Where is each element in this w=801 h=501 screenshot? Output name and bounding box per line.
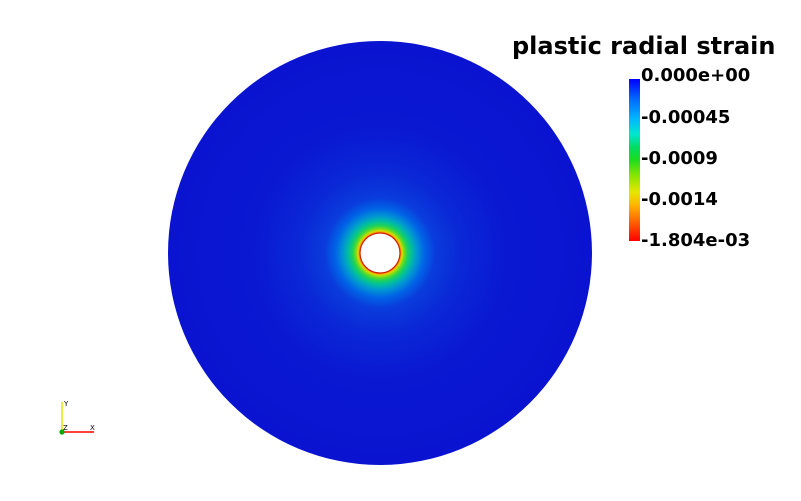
colorbar-tick-label: -0.0014 bbox=[641, 189, 718, 210]
colorbar-tick-label: -1.804e-03 bbox=[641, 230, 751, 251]
x-axis-label: X bbox=[90, 424, 95, 432]
color-bar bbox=[629, 79, 640, 241]
colorbar-tick-label: -0.00045 bbox=[641, 107, 731, 128]
legend-title: plastic radial strain bbox=[512, 32, 776, 60]
inner-bore bbox=[359, 232, 401, 274]
colorbar-tick-label: 0.000e+00 bbox=[641, 65, 751, 86]
z-axis-label: Z bbox=[63, 424, 68, 432]
orientation-axes: Y Z X bbox=[59, 400, 95, 435]
colorbar-tick-label: -0.0009 bbox=[641, 148, 718, 169]
z-axis-dot bbox=[59, 429, 65, 435]
y-axis-label: Y bbox=[63, 400, 69, 408]
